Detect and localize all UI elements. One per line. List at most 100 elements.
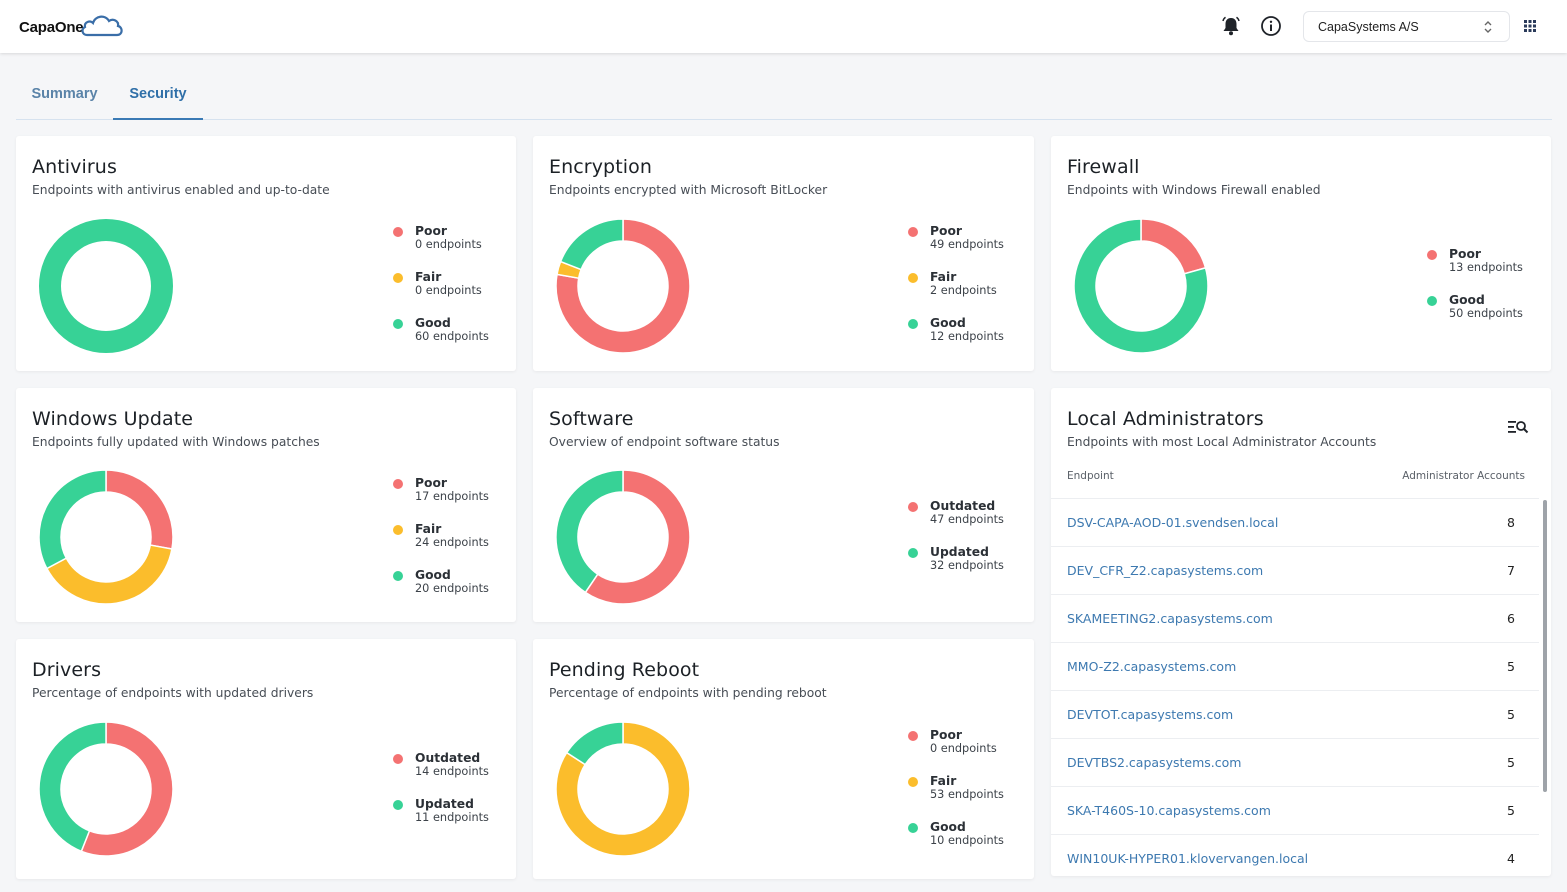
- column-header-admin-accounts[interactable]: Administrator Accounts: [1402, 470, 1525, 482]
- top-bar: CapaOne CapaSystems A/S: [0, 0, 1567, 53]
- tab-summary[interactable]: Summary: [31, 86, 98, 102]
- card-title: Firewall: [1067, 156, 1140, 178]
- legend-label: Updated: [415, 797, 474, 811]
- donut-segment-updated[interactable]: [38, 721, 107, 853]
- windows-update-card: Windows Update Endpoints fully updated w…: [16, 388, 516, 622]
- donut-segment-poor[interactable]: [105, 469, 174, 550]
- table-row: DEVTOT.capasystems.com 5: [1051, 690, 1539, 738]
- admin-table-rows: DSV-CAPA-AOD-01.svendsen.local 8 DEV_CFR_…: [1051, 498, 1539, 876]
- legend-label: Outdated: [930, 499, 996, 513]
- legend-count: 20 endpoints: [415, 582, 489, 595]
- antivirus-card: Antivirus Endpoints with antivirus enabl…: [16, 136, 516, 371]
- column-header-endpoint[interactable]: Endpoint: [1067, 470, 1114, 482]
- legend-dot: [908, 731, 918, 741]
- drivers-donut-chart[interactable]: [38, 721, 174, 857]
- legend-count: 13 endpoints: [1449, 261, 1523, 274]
- legend-label: Updated: [930, 545, 989, 559]
- legend-item-good: Good 60 endpoints: [393, 316, 489, 362]
- legend-count: 47 endpoints: [930, 513, 1004, 526]
- table-row: DSV-CAPA-AOD-01.svendsen.local 8: [1051, 498, 1539, 546]
- endpoint-link[interactable]: DEV_CFR_Z2.capasystems.com: [1067, 563, 1264, 578]
- legend-item-fair: Fair 2 endpoints: [908, 270, 1004, 316]
- legend-dot: [908, 823, 918, 833]
- software-donut-chart[interactable]: [555, 469, 691, 605]
- endpoint-link[interactable]: SKAMEETING2.capasystems.com: [1067, 611, 1273, 626]
- legend-dot: [393, 273, 403, 283]
- admin-count: 5: [1507, 755, 1515, 770]
- legend-dot: [908, 273, 918, 283]
- donut-segment-fair[interactable]: [555, 721, 691, 857]
- pending-reboot-donut-chart[interactable]: [555, 721, 691, 857]
- legend-dot: [908, 227, 918, 237]
- endpoint-link[interactable]: WIN10UK-HYPER01.klovervangen.local: [1067, 851, 1309, 866]
- software-legend: Outdated 47 endpoints Updated 32 endpoints: [908, 499, 1004, 591]
- legend-item-fair: Fair 53 endpoints: [908, 774, 1004, 820]
- organization-select[interactable]: CapaSystems A/S: [1303, 11, 1510, 42]
- admin-count: 7: [1507, 563, 1515, 578]
- legend-count: 10 endpoints: [930, 834, 1004, 847]
- bell-icon[interactable]: [1219, 14, 1243, 38]
- card-title: Drivers: [32, 659, 102, 681]
- firewall-donut-chart[interactable]: [1073, 218, 1209, 354]
- table-row: SKAMEETING2.capasystems.com 6: [1051, 594, 1539, 642]
- table-scrollbar[interactable]: [1543, 500, 1547, 792]
- legend-dot: [908, 319, 918, 329]
- legend-dot: [908, 502, 918, 512]
- antivirus-donut-chart[interactable]: [38, 218, 174, 354]
- legend-count: 50 endpoints: [1449, 307, 1523, 320]
- donut-segment-updated[interactable]: [555, 469, 624, 594]
- legend-count: 32 endpoints: [930, 559, 1004, 572]
- donut-segment-fair[interactable]: [45, 544, 173, 605]
- tab-security[interactable]: Security: [113, 75, 203, 120]
- endpoint-link[interactable]: DEVTBS2.capasystems.com: [1067, 755, 1242, 770]
- legend-dot: [1427, 296, 1437, 306]
- endpoint-link[interactable]: DEVTOT.capasystems.com: [1067, 707, 1234, 722]
- admin-count: 5: [1507, 659, 1515, 674]
- donut-segment-outdated[interactable]: [584, 469, 691, 605]
- donut-segment-poor[interactable]: [1140, 218, 1207, 275]
- apps-grid-icon[interactable]: [1518, 14, 1542, 38]
- donut-segment-good[interactable]: [38, 469, 107, 570]
- admin-count: 5: [1507, 803, 1515, 818]
- card-title: Software: [549, 408, 634, 430]
- logo[interactable]: CapaOne: [19, 15, 125, 38]
- windows-update-donut-chart[interactable]: [38, 469, 174, 605]
- legend-item-poor: Poor 0 endpoints: [393, 224, 489, 270]
- legend-count: 0 endpoints: [415, 238, 482, 251]
- legend-dot: [393, 800, 403, 810]
- donut-segment-outdated[interactable]: [80, 721, 174, 857]
- legend-label: Good: [415, 568, 451, 582]
- legend-item-poor: Poor 49 endpoints: [908, 224, 1004, 270]
- tab-bar: Summary Security: [16, 75, 1552, 120]
- legend-item-poor: Poor 17 endpoints: [393, 476, 489, 522]
- card-subtitle: Percentage of endpoints with pending reb…: [549, 686, 827, 700]
- legend-label: Outdated: [415, 751, 481, 765]
- search-list-icon[interactable]: [1507, 418, 1529, 436]
- firewall-card: Firewall Endpoints with Windows Firewall…: [1051, 136, 1551, 371]
- endpoint-link[interactable]: DSV-CAPA-AOD-01.svendsen.local: [1067, 515, 1279, 530]
- donut-segment-good[interactable]: [1073, 218, 1209, 354]
- endpoint-link[interactable]: MMO-Z2.capasystems.com: [1067, 659, 1237, 674]
- antivirus-legend: Poor 0 endpoints Fair 0 endpoints Good 60 end…: [393, 224, 489, 362]
- legend-count: 14 endpoints: [415, 765, 489, 778]
- donut-segment-poor[interactable]: [555, 218, 691, 354]
- encryption-donut-chart[interactable]: [555, 218, 691, 354]
- endpoint-link[interactable]: SKA-T460S-10.capasystems.com: [1067, 803, 1271, 818]
- admin-count: 5: [1507, 707, 1515, 722]
- legend-count: 0 endpoints: [415, 284, 482, 297]
- card-subtitle: Percentage of endpoints with updated dri…: [32, 686, 314, 700]
- legend-label: Fair: [415, 522, 442, 536]
- legend-label: Fair: [930, 270, 957, 284]
- table-row: MMO-Z2.capasystems.com 5: [1051, 642, 1539, 690]
- card-subtitle: Endpoints encrypted with Microsoft BitLo…: [549, 183, 828, 197]
- legend-label: Poor: [1449, 247, 1481, 261]
- legend-count: 24 endpoints: [415, 536, 489, 549]
- donut-segment-good[interactable]: [565, 721, 624, 766]
- legend-dot: [908, 548, 918, 558]
- card-title: Windows Update: [32, 408, 194, 430]
- donut-segment-good[interactable]: [38, 218, 174, 354]
- admin-count: 6: [1507, 611, 1515, 626]
- donut-segment-good[interactable]: [559, 218, 624, 271]
- drivers-card: Drivers Percentage of endpoints with upd…: [16, 639, 516, 879]
- info-icon[interactable]: [1259, 14, 1283, 38]
